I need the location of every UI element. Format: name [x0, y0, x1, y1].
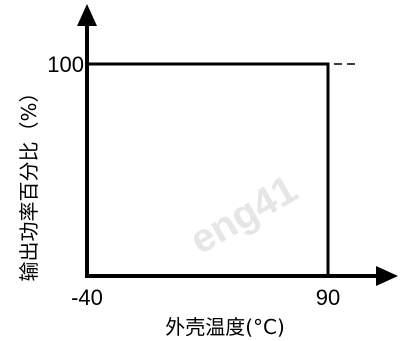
x-axis-arrow [376, 266, 398, 286]
x-tick-label: 90 [316, 285, 340, 310]
x-axis-title: 外壳温度(°C) [165, 315, 285, 339]
x-tick-label: -40 [71, 285, 103, 310]
series-line [85, 62, 330, 276]
watermark-text: eng41 [183, 167, 305, 263]
y-axis-title: 输出功率百分比（%） [17, 82, 41, 281]
y-tick-label: 100 [47, 52, 84, 77]
y-axis-arrow [77, 4, 97, 26]
